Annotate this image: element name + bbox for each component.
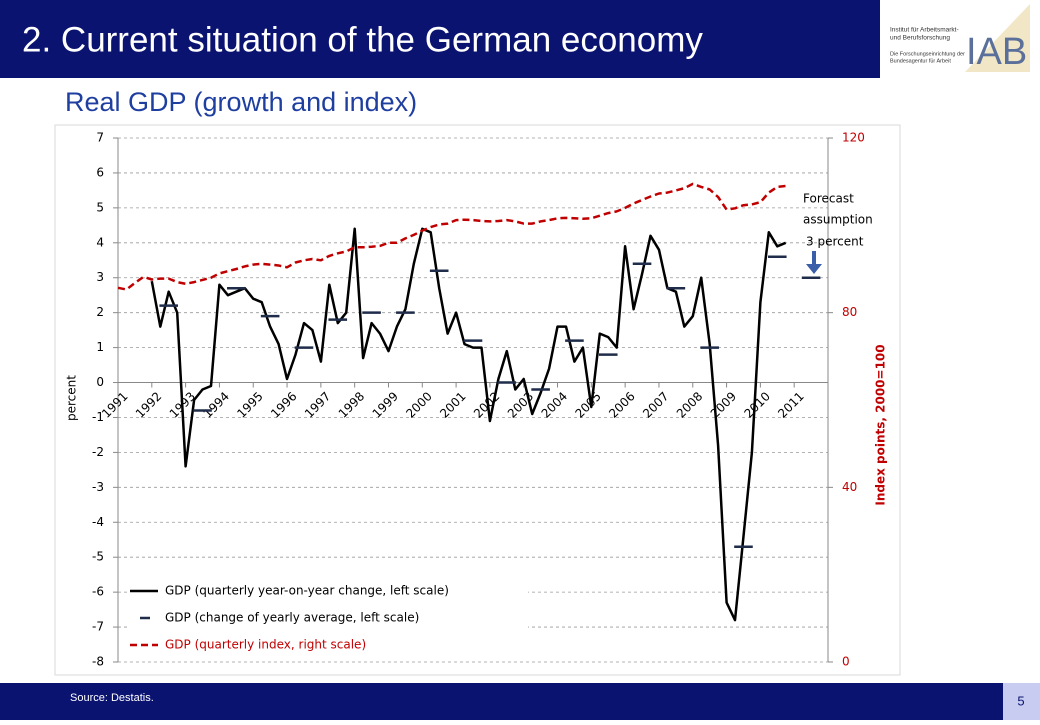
legend-label: GDP (change of yearly average, left scal… <box>165 611 419 625</box>
y-tick-label: 5 <box>96 200 104 214</box>
y-tick-label: 1 <box>96 340 104 354</box>
index-line <box>117 182 786 291</box>
growth-line <box>150 227 787 622</box>
y-tick-label: 4 <box>96 235 104 249</box>
y-tick-label: 6 <box>96 165 104 179</box>
y-tick-label: -5 <box>92 550 104 564</box>
annotation: Forecast <box>803 192 854 206</box>
y-tick-label: 3 <box>96 270 104 284</box>
logo-name: IAB <box>966 31 1027 73</box>
y-tick-label: -4 <box>92 515 104 529</box>
logo-text: Die Forschungseinrichtung der <box>890 51 965 57</box>
y-tick-label: -2 <box>92 445 104 459</box>
subtitle: Real GDP (growth and index) <box>65 87 417 117</box>
y-axis-title: percent <box>65 375 79 421</box>
annotation-arrow <box>806 251 822 274</box>
y2-tick-label: 120 <box>842 131 865 145</box>
annotation: 3 percent <box>806 235 864 249</box>
slide-title: 2. Current situation of the German econo… <box>22 20 703 59</box>
legend-box <box>128 576 528 658</box>
logo-text: Bundesagentur für Arbeit <box>890 58 951 64</box>
legend-label: GDP (quarterly index, right scale) <box>165 638 366 652</box>
y2-axis-title: Index points, 2000=100 <box>874 344 888 505</box>
y-tick-label: 7 <box>96 131 104 145</box>
page-number: 5 <box>1017 693 1024 708</box>
footer-bar <box>0 683 1040 720</box>
y2-tick-label: 0 <box>842 655 850 669</box>
page-box <box>1003 683 1040 720</box>
y2-tick-label: 40 <box>842 480 857 494</box>
logo: Institut für Arbeitsmarkt- und Berufsfor… <box>880 0 1040 78</box>
y-tick-label: -7 <box>92 620 104 634</box>
logo-text: und Berufsforschung <box>890 35 950 42</box>
y-tick-label: -6 <box>92 585 104 599</box>
y-tick-label: 2 <box>96 305 104 319</box>
annotation: assumption <box>803 213 873 227</box>
source: Source: Destatis. <box>70 692 154 704</box>
y-tick-label: -1 <box>92 410 104 424</box>
y-tick-label: -3 <box>92 480 104 494</box>
y-tick-label: -8 <box>92 655 104 669</box>
header-bar <box>0 0 882 78</box>
y2-tick-label: 80 <box>842 305 857 319</box>
logo-shape <box>965 4 1030 72</box>
legend-label: GDP (quarterly year-on-year change, left… <box>165 584 449 598</box>
logo-text: Institut für Arbeitsmarkt- <box>890 27 959 34</box>
y-tick-label: 0 <box>96 375 104 389</box>
